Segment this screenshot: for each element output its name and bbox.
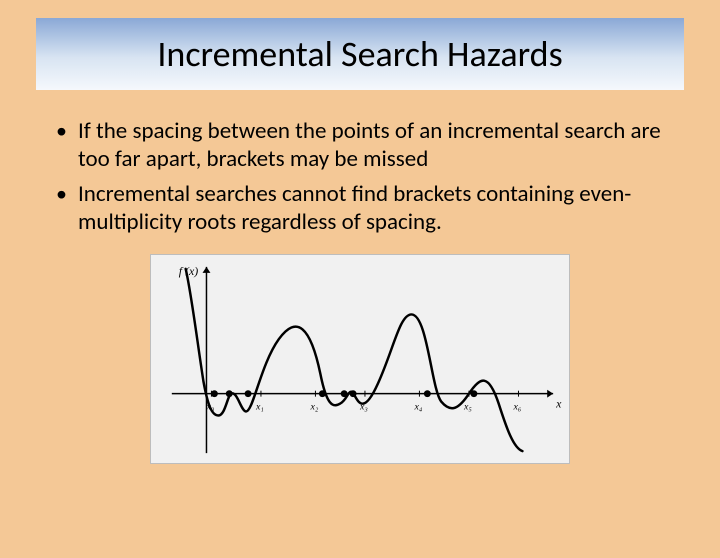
function-plot: f (x)xx₀x₁x₂x₃x₄x₅x₆ bbox=[150, 254, 570, 464]
x-tick-label: x₆ bbox=[513, 402, 522, 413]
x-axis-label: x bbox=[555, 397, 562, 411]
plot-svg: f (x)xx₀x₁x₂x₃x₄x₅x₆ bbox=[151, 255, 569, 463]
root-dot bbox=[341, 391, 348, 398]
root-dot bbox=[319, 391, 326, 398]
root-dot bbox=[470, 391, 477, 398]
root-dot bbox=[226, 391, 233, 398]
slide-title-box: Incremental Search Hazards bbox=[36, 18, 684, 90]
root-dot bbox=[350, 391, 357, 398]
root-dot bbox=[211, 391, 218, 398]
x-tick-label: x₅ bbox=[463, 402, 472, 413]
x-tick-label: x₁ bbox=[255, 402, 264, 413]
bullet-item: Incremental searches cannot find bracket… bbox=[50, 181, 670, 236]
bullet-item: If the spacing between the points of an … bbox=[50, 118, 670, 173]
bullet-list: If the spacing between the points of an … bbox=[50, 118, 670, 236]
x-tick-label: x₂ bbox=[309, 402, 318, 413]
x-tick-label: x₄ bbox=[413, 402, 422, 413]
root-dot bbox=[424, 391, 431, 398]
root-dot bbox=[245, 391, 252, 398]
slide-content: If the spacing between the points of an … bbox=[50, 118, 670, 464]
y-axis-label: f (x) bbox=[179, 264, 198, 278]
function-curve bbox=[186, 269, 523, 451]
slide-title: Incremental Search Hazards bbox=[56, 32, 664, 76]
